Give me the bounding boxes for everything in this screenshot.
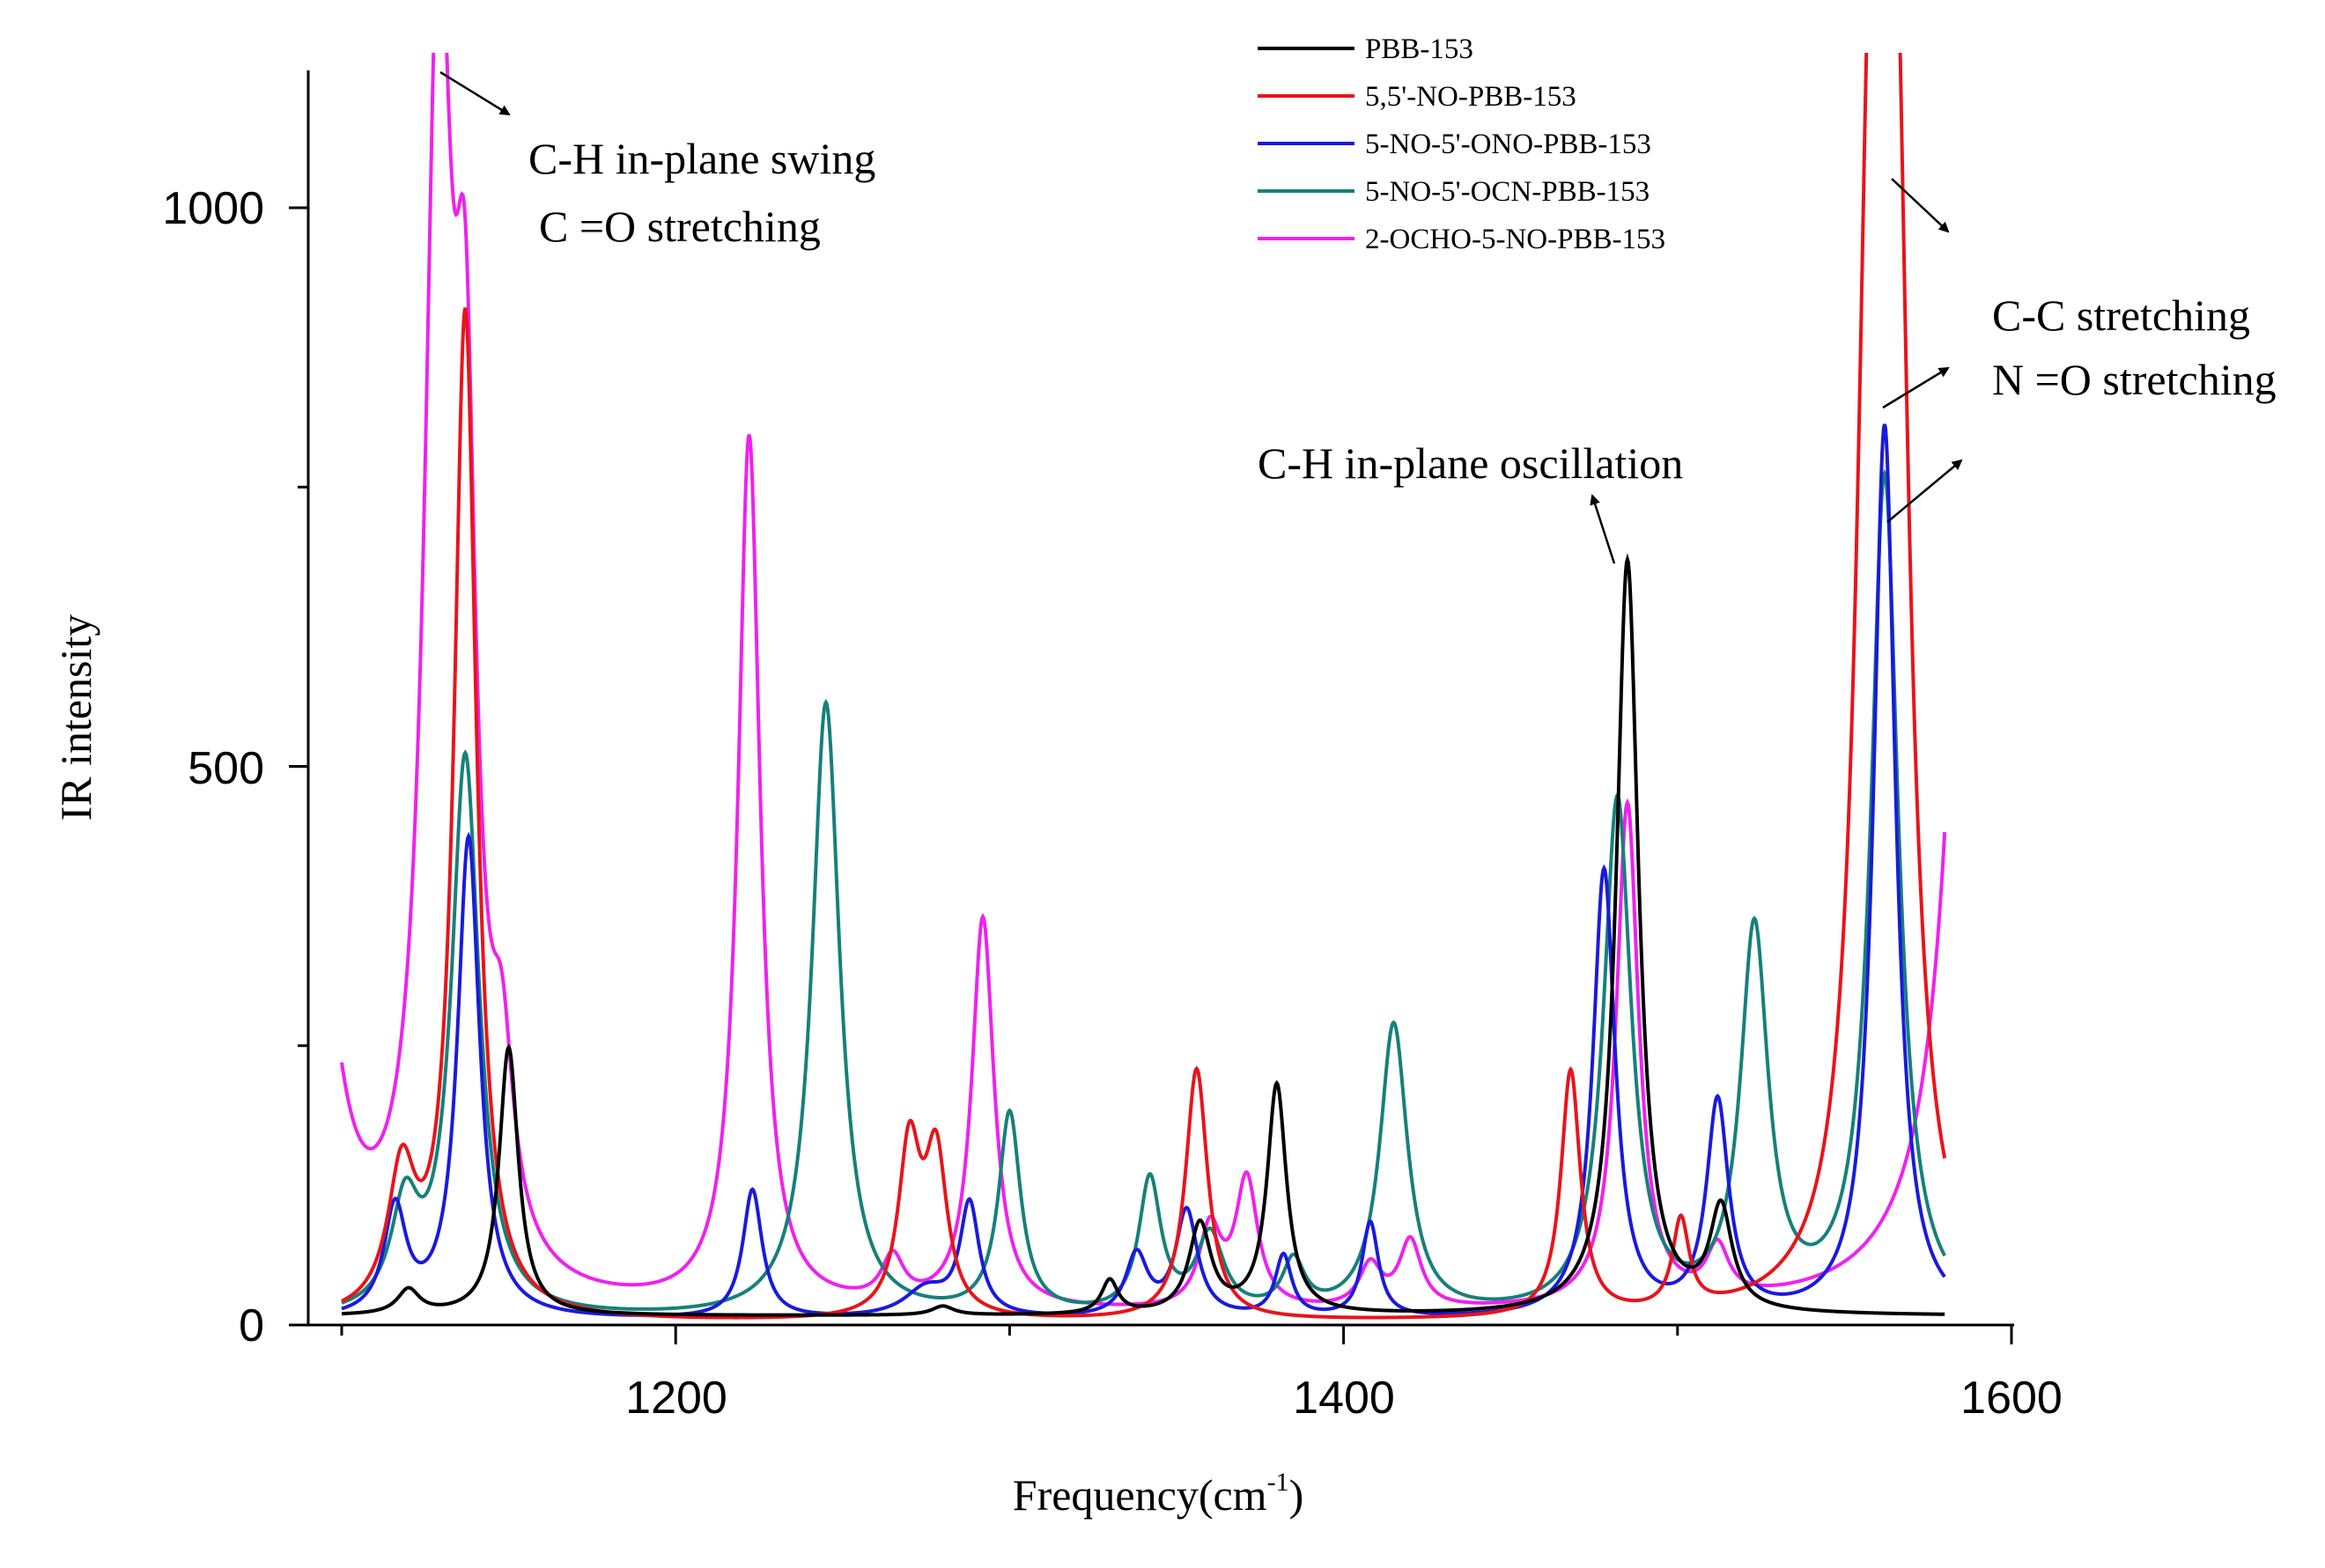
annotation-ch-in-plane-swing: C-H in-plane swing — [528, 134, 875, 183]
legend-label-5-5-no-pbb-153: 5,5'-NO-PBB-153 — [1365, 81, 1576, 113]
legend-label-2-ocho-5-no-pbb-153: 2-OCHO-5-NO-PBB-153 — [1365, 224, 1665, 255]
annotation-no-stretching: N =O stretching — [1992, 355, 2277, 404]
x-tick-label-1200: 1200 — [625, 1373, 727, 1424]
series-line-5-no-5-ocn-pbb-153 — [341, 468, 1946, 1311]
y-tick-label-500: 500 — [188, 743, 264, 794]
series-line-2-ocho-5-no-pbb-153 — [340, 53, 1947, 1307]
legend-label-5-no-5-ono-pbb-153: 5-NO-5'-ONO-PBB-153 — [1365, 129, 1651, 160]
annotation-arrow-ch-swing — [439, 70, 511, 116]
legend-label-pbb-153: PBB-153 — [1365, 33, 1473, 65]
legend-label-5-no-5-ocn-pbb-153: 5-NO-5'-OCN-PBB-153 — [1365, 176, 1650, 208]
x-axis-title: Frequency(cm-1) — [1013, 1468, 1303, 1520]
x-axis-title-close: ) — [1289, 1470, 1304, 1520]
annotation-co-stretching: C =O stretching — [539, 202, 821, 251]
x-axis-title-superscript: -1 — [1267, 1468, 1289, 1497]
series-line-5-no-5-ono-pbb-153 — [341, 423, 1946, 1317]
x-axis-title-main: Frequency(cm — [1013, 1470, 1267, 1520]
series-line-5-5-no-pbb-153 — [341, 53, 1947, 1320]
annotation-arrow-no-stretching-blue — [1882, 366, 1950, 409]
y-tick-label-0: 0 — [239, 1300, 264, 1351]
annotation-arrow-cc-stretching — [1891, 178, 1950, 233]
legend: PBB-153 5,5'-NO-PBB-153 5-NO-5'-ONO-PBB-… — [1258, 33, 1665, 255]
y-tick-label-1000: 1000 — [162, 183, 264, 234]
series-line-pbb-153 — [341, 553, 1945, 1317]
x-tick-label-1400: 1400 — [1293, 1373, 1395, 1424]
annotation-arrow-ch-oscillation — [1590, 494, 1616, 564]
annotation-arrow-no-stretching-teal — [1886, 459, 1963, 523]
annotation-cc-stretching: C-C stretching — [1992, 291, 2250, 340]
axis-ticks — [289, 206, 2013, 1344]
annotation-ch-in-plane-oscillation: C-H in-plane oscillation — [1258, 438, 1683, 488]
y-axis-title: IR intensity — [51, 615, 100, 821]
x-tick-label-1600: 1600 — [1960, 1373, 2063, 1424]
